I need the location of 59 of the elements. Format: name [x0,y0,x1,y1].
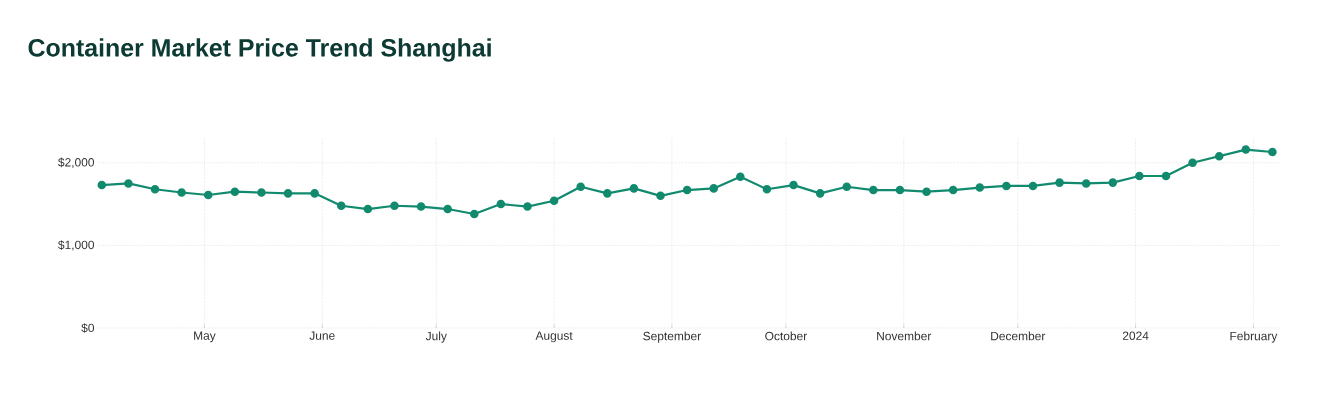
point [310,189,319,198]
point [1002,181,1011,191]
point [443,204,452,214]
point [842,182,852,192]
point [948,185,958,195]
point [283,189,293,198]
x-tick-label: February [1230,331,1278,343]
point [815,189,825,198]
point [469,209,479,219]
x-tick-label: July [425,331,447,343]
point [523,202,532,211]
x-tick-label: May [194,331,216,343]
x-tick-label: August [535,331,573,343]
point [922,187,931,196]
y-tick-label: $0 [81,323,95,333]
point [549,196,559,206]
point [1214,151,1224,161]
x-tick-label: September [643,331,701,343]
point [709,184,718,193]
chart-title: Container Market Price Trend Shanghai [28,38,491,62]
point [1028,181,1038,191]
x-tick-label: June [309,331,335,340]
point [150,184,160,194]
point [1108,178,1118,187]
point [869,185,878,195]
point [363,204,373,214]
point [656,191,665,201]
point [230,187,240,196]
point [97,180,107,190]
point [603,189,612,198]
point [789,180,798,190]
point [1161,171,1171,181]
point [895,185,905,195]
y-tick-label: $1,000 [58,240,95,251]
point [1241,145,1251,154]
point [496,199,506,209]
point [1135,171,1144,181]
point [576,182,585,192]
point [1188,158,1197,168]
x-tick-label: October [765,331,807,341]
y-tick-label: $2,000 [58,157,95,168]
point [762,184,772,194]
point [975,183,985,192]
point [177,188,186,197]
point [1055,178,1064,187]
point [336,201,346,211]
x-tick-label: November [877,331,932,341]
point [1081,179,1091,188]
point [682,185,692,195]
point [416,202,426,211]
x-tick-label: 2024 [1122,331,1149,340]
point [390,201,399,211]
x-tick-label: December [991,331,1046,341]
point [736,172,745,182]
point [203,190,213,200]
point [257,188,266,197]
point [1268,147,1277,157]
point [629,184,639,193]
point [124,179,133,188]
